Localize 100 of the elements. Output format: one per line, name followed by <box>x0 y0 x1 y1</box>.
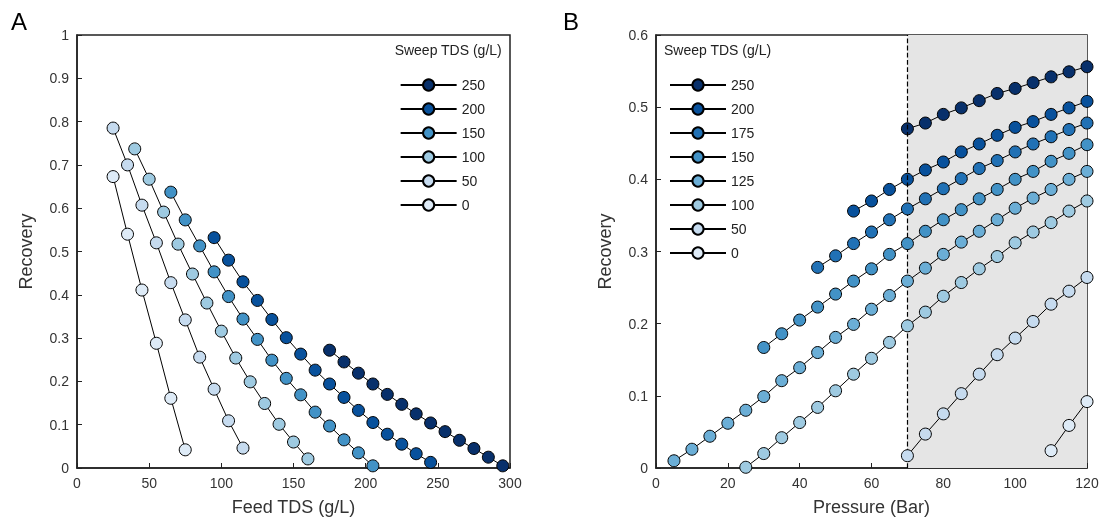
point <box>990 182 1004 196</box>
point <box>149 336 163 350</box>
point <box>351 366 365 380</box>
point <box>395 437 409 451</box>
point <box>1026 164 1040 178</box>
point <box>236 275 250 289</box>
point <box>481 450 495 464</box>
point <box>990 348 1004 362</box>
point <box>287 435 300 449</box>
point <box>272 417 286 431</box>
point <box>990 213 1004 227</box>
point <box>236 312 250 326</box>
legend-label: 0 <box>461 197 470 213</box>
point <box>954 235 968 249</box>
y-tick-label: 0 <box>61 460 70 476</box>
point <box>250 293 264 307</box>
point <box>667 454 681 468</box>
point <box>882 247 896 261</box>
point <box>685 442 699 456</box>
point <box>1008 331 1022 345</box>
point <box>337 355 351 369</box>
point <box>178 213 192 227</box>
point <box>1044 130 1058 144</box>
point <box>301 452 315 466</box>
point <box>865 351 878 365</box>
point <box>829 330 843 344</box>
point <box>847 204 861 218</box>
point <box>703 429 717 443</box>
point <box>366 377 380 391</box>
point <box>918 192 932 206</box>
y-tick-label: 0.4 <box>49 286 70 303</box>
point <box>739 403 753 417</box>
point <box>954 145 968 159</box>
point <box>1044 216 1058 230</box>
point <box>918 305 932 319</box>
x-axis-title: Pressure (Bar) <box>812 497 931 517</box>
x-tick-label: 40 <box>791 475 808 491</box>
point <box>847 237 861 251</box>
point <box>1062 204 1076 218</box>
x-tick-label: 0 <box>73 475 82 491</box>
y-tick-label: 0.2 <box>628 315 649 332</box>
point <box>164 391 178 405</box>
point <box>106 121 120 135</box>
point <box>900 449 914 463</box>
legend-label: 150 <box>461 125 486 141</box>
point <box>1080 395 1094 409</box>
point <box>1062 284 1076 298</box>
point <box>207 231 221 245</box>
point <box>496 459 510 473</box>
point <box>1062 146 1076 160</box>
legend-label: 100 <box>461 149 486 165</box>
point <box>1026 315 1040 328</box>
point <box>171 237 185 251</box>
point <box>865 262 878 276</box>
x-tick-label: 100 <box>209 475 234 491</box>
point <box>1008 145 1022 159</box>
point <box>243 375 257 389</box>
y-tick-label: 0.1 <box>628 387 649 404</box>
point <box>918 427 932 441</box>
legend-label: 100 <box>731 197 755 213</box>
point <box>1080 60 1094 74</box>
point <box>250 332 264 346</box>
legend-title: Sweep TDS (g/L) <box>664 42 772 58</box>
legend-label: 125 <box>731 173 755 189</box>
point <box>954 172 968 186</box>
point <box>900 237 914 251</box>
point <box>1008 201 1022 215</box>
y-tick-label: 0.4 <box>628 171 649 188</box>
point <box>757 340 771 354</box>
point <box>222 253 236 267</box>
legend-label: 50 <box>461 173 478 189</box>
x-tick-label: 80 <box>935 475 952 491</box>
point <box>142 172 156 186</box>
point <box>149 236 163 250</box>
point <box>308 363 322 377</box>
point <box>279 371 293 385</box>
point <box>308 405 322 419</box>
point <box>157 205 171 219</box>
point <box>793 361 807 375</box>
point <box>954 276 968 290</box>
point <box>1044 182 1058 196</box>
point <box>990 154 1004 168</box>
point <box>409 407 423 421</box>
point <box>829 287 843 301</box>
point <box>775 431 789 445</box>
point <box>972 94 986 108</box>
x-tick-label: 150 <box>281 475 306 491</box>
point <box>882 213 896 227</box>
point <box>918 261 932 275</box>
point <box>936 155 950 169</box>
point <box>135 198 149 212</box>
point <box>265 312 279 326</box>
point <box>847 367 861 381</box>
point <box>1044 107 1058 121</box>
point <box>467 442 481 456</box>
point <box>972 192 986 206</box>
x-tick-label: 20 <box>720 475 736 491</box>
x-tick-label: 250 <box>426 475 450 491</box>
point <box>258 396 272 410</box>
point <box>811 346 825 360</box>
